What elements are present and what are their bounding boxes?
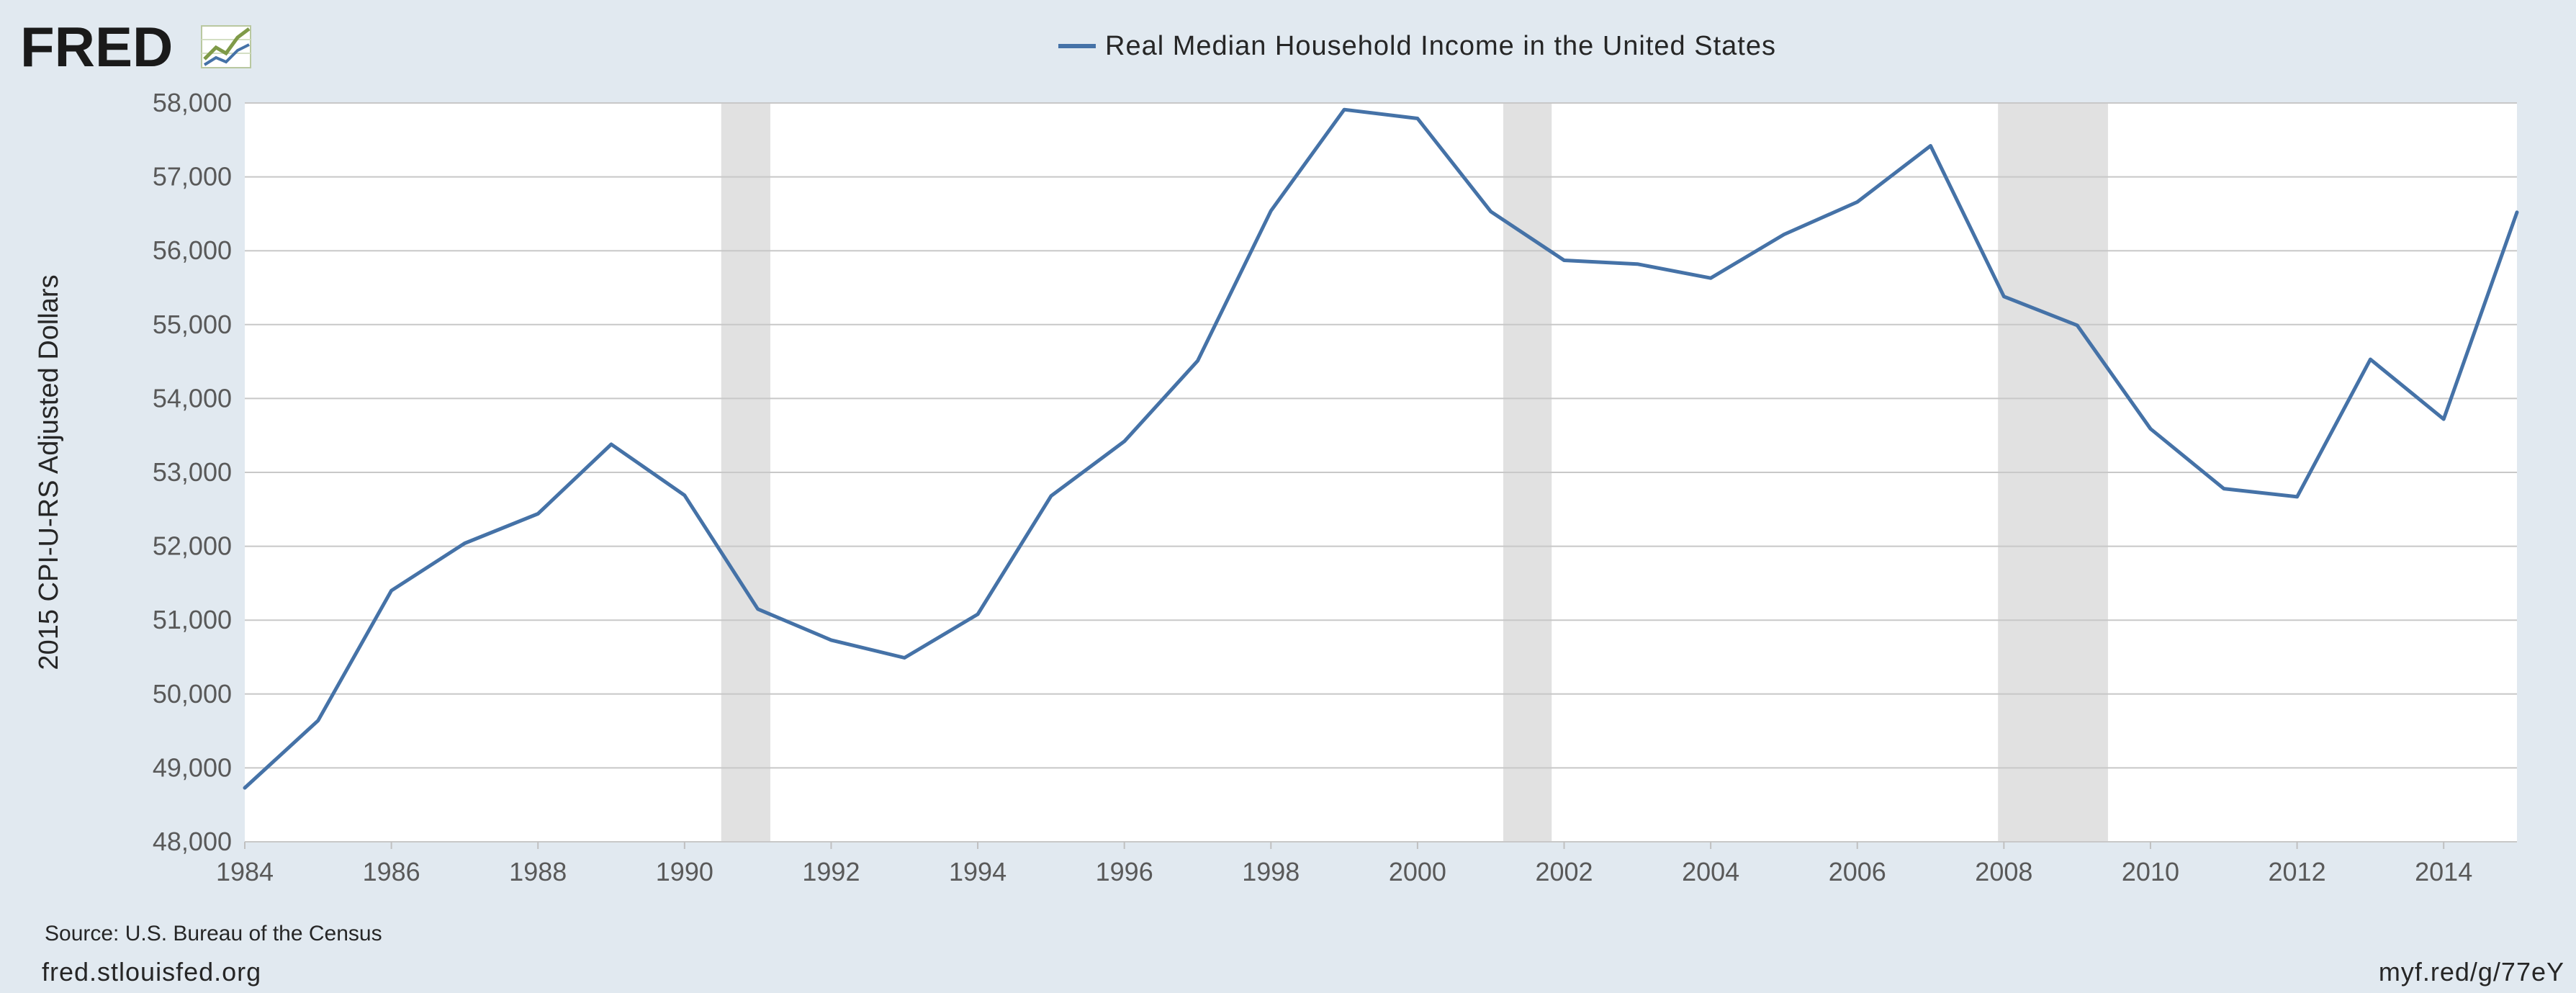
y-tick-label: 51,000 [153, 605, 232, 634]
data-point[interactable] [2368, 357, 2372, 361]
x-tick-label: 2014 [2415, 857, 2472, 886]
fred-logo-text: FRED [20, 15, 173, 78]
y-tick-label: 55,000 [153, 310, 232, 339]
x-tick-label: 2006 [1829, 857, 1886, 886]
y-axis-ticks: 48,000 49,000 50,000 51,000 52,000 53,000 54,0… [153, 88, 232, 856]
y-tick-label: 52,000 [153, 531, 232, 561]
data-point[interactable] [2148, 426, 2153, 431]
data-point[interactable] [976, 612, 980, 616]
data-point[interactable] [1269, 209, 1273, 213]
x-tick-label: 1992 [802, 857, 860, 886]
data-point[interactable] [389, 588, 394, 593]
footer-site-link[interactable]: fred.stlouisfed.org [42, 957, 261, 987]
data-point[interactable] [536, 511, 540, 516]
data-point[interactable] [1489, 210, 1493, 214]
series-layer [243, 107, 2519, 790]
data-point[interactable] [609, 442, 613, 446]
y-axis-title: 2015 CPI-U-RS Adjusted Dollars [34, 274, 64, 670]
data-point[interactable] [1635, 262, 1639, 266]
data-point[interactable] [2295, 495, 2300, 499]
x-tick-label: 1986 [363, 857, 420, 886]
y-tick-label: 50,000 [153, 679, 232, 709]
data-point[interactable] [683, 493, 687, 498]
legend[interactable]: Real Median Household Income in the Unit… [1058, 31, 1776, 61]
data-point[interactable] [902, 656, 906, 660]
y-tick-label: 49,000 [153, 752, 232, 782]
x-tick-label: 1988 [509, 857, 567, 886]
y-tick-label: 57,000 [153, 162, 232, 192]
y-tick-label: 58,000 [153, 88, 232, 117]
legend-label-series-1: Real Median Household Income in the Unit… [1105, 31, 1776, 61]
fred-logo[interactable]: FRED [20, 15, 251, 78]
x-tick-label: 2012 [2269, 857, 2326, 886]
data-point[interactable] [1049, 494, 1053, 498]
x-tick-label: 2004 [1682, 857, 1739, 886]
data-point[interactable] [2441, 417, 2446, 421]
data-point[interactable] [2001, 295, 2006, 299]
data-point[interactable] [1342, 107, 1346, 112]
data-point[interactable] [2515, 210, 2519, 215]
y-tick-label: 56,000 [153, 235, 232, 265]
series-line-1[interactable] [243, 107, 2519, 790]
y-tick-label: 54,000 [153, 383, 232, 413]
data-point[interactable] [1195, 359, 1199, 363]
footer-short-link[interactable]: myf.red/g/77eY [2379, 957, 2564, 987]
x-tick-label: 1990 [656, 857, 713, 886]
data-point[interactable] [243, 786, 247, 790]
data-point[interactable] [1929, 144, 1933, 148]
y-tick-label: 48,000 [153, 827, 232, 856]
data-point[interactable] [1415, 117, 1420, 121]
x-tick-label: 2008 [1975, 857, 2032, 886]
data-point[interactable] [829, 638, 833, 642]
x-tick-label: 1984 [216, 857, 274, 886]
x-tick-label: 2010 [2122, 857, 2179, 886]
data-point[interactable] [1855, 199, 1860, 204]
x-tick-label: 2002 [1535, 857, 1593, 886]
data-point[interactable] [1562, 259, 1567, 263]
x-tick-label: 1994 [949, 857, 1006, 886]
data-point[interactable] [2222, 487, 2226, 491]
y-tick-label: 53,000 [153, 457, 232, 487]
data-point[interactable] [316, 719, 320, 723]
grid-lines [245, 102, 2517, 843]
x-tick-label: 2000 [1389, 857, 1446, 886]
source-note: Source: U.S. Bureau of the Census [45, 922, 382, 945]
fred-logo-chart-icon [201, 25, 251, 68]
data-point[interactable] [1782, 233, 1786, 237]
data-point[interactable] [1708, 276, 1713, 280]
x-axis-ticks: 1984 1986 1988 1990 1992 1994 1996 1998 2000 2002… [216, 842, 2472, 886]
data-point[interactable] [756, 607, 760, 611]
x-tick-label: 1998 [1242, 857, 1300, 886]
data-point[interactable] [2075, 323, 2079, 328]
x-tick-label: 1996 [1096, 857, 1153, 886]
data-point[interactable] [1122, 439, 1127, 444]
data-point[interactable] [462, 541, 467, 545]
